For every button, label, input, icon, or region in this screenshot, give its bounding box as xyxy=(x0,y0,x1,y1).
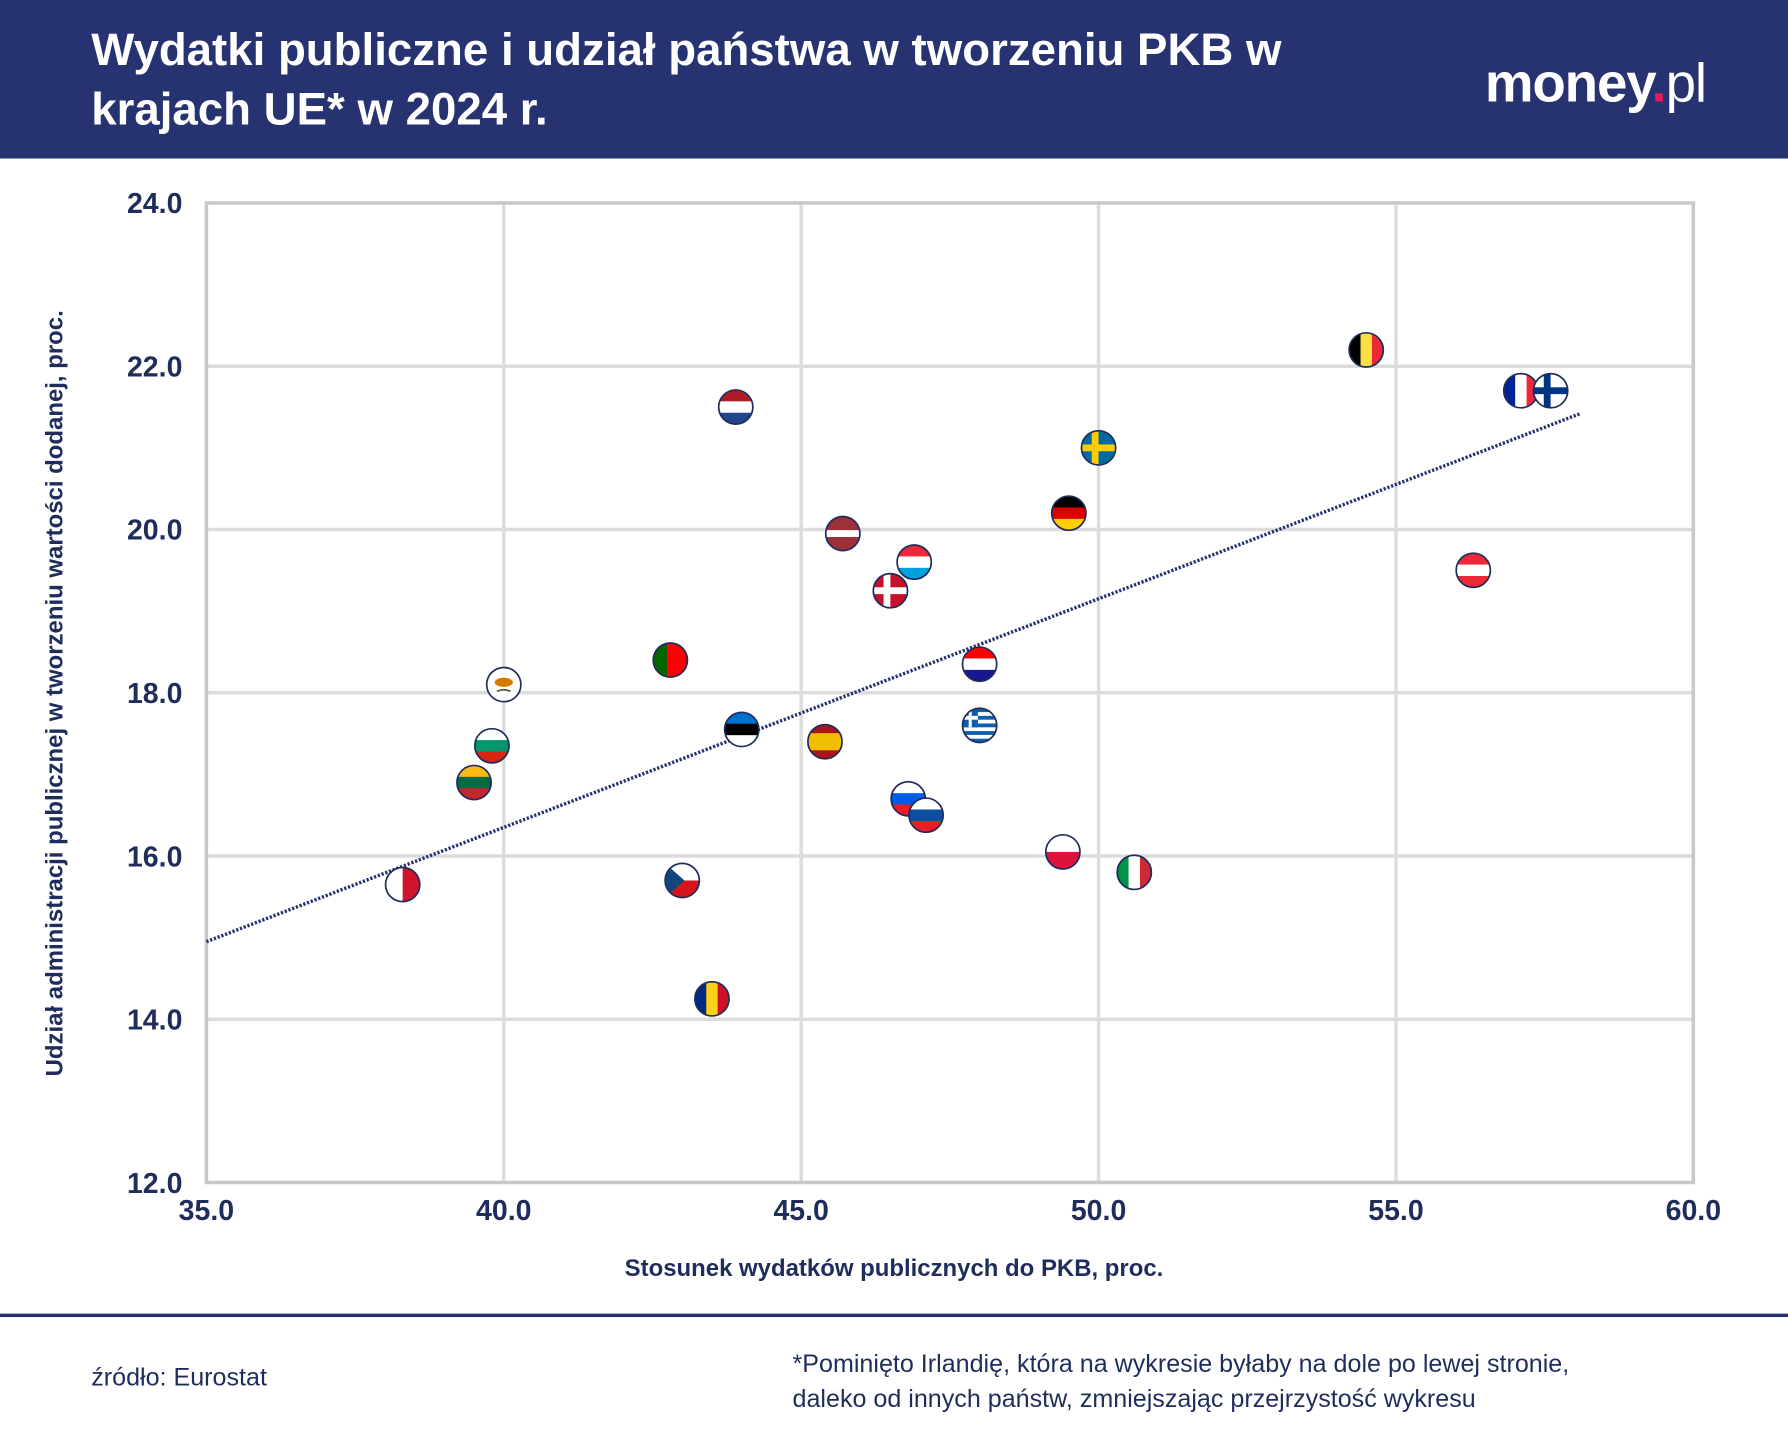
footer-divider xyxy=(0,1313,1788,1318)
flag-border xyxy=(1455,552,1492,589)
y-tick-label: 14.0 xyxy=(127,1005,182,1037)
flag-czechia-icon xyxy=(665,863,700,898)
logo-dot: . xyxy=(1651,53,1667,115)
footnote: *Pominięto Irlandię, która na wykresie b… xyxy=(793,1346,1774,1417)
flag-border xyxy=(1532,372,1569,409)
x-tick-label: 60.0 xyxy=(1666,1195,1721,1227)
flag-finland-icon xyxy=(1533,373,1568,408)
flag-border xyxy=(384,866,421,903)
trendline xyxy=(205,411,1581,944)
x-tick-label: 35.0 xyxy=(179,1195,234,1227)
flag-border xyxy=(694,980,730,1017)
flag-belgium-icon xyxy=(1349,332,1384,368)
flag-border xyxy=(473,727,510,764)
grid xyxy=(204,201,1696,1185)
flag-slovenia-icon xyxy=(891,781,926,816)
flag-cyprus-icon xyxy=(486,667,521,702)
flag-border xyxy=(1348,331,1385,368)
flag-border xyxy=(456,764,493,801)
y-tick-label: 24.0 xyxy=(127,188,182,220)
flag-croatia-icon xyxy=(962,647,997,682)
tick-labels: 35.0 40.0 45.0 50.0 55.0 60.0 12.0 14.0 16.0 18.0… xyxy=(127,188,1721,1227)
flag-border xyxy=(1044,833,1081,870)
flag-lithuania-icon xyxy=(456,765,492,800)
x-tick-label: 50.0 xyxy=(1071,1195,1126,1227)
flag-austria-icon xyxy=(1456,553,1491,588)
flag-border xyxy=(896,544,933,581)
flag-border xyxy=(652,642,689,679)
chart-title: Wydatki publiczne i udział państwa w two… xyxy=(91,25,1282,135)
trendline-path xyxy=(205,411,1581,944)
footnote-line-2: daleko od innych państw, zmniejszając pr… xyxy=(792,1384,1476,1413)
flag-border xyxy=(961,646,998,683)
flag-border xyxy=(1116,854,1153,891)
logo-text: money xyxy=(1484,53,1653,115)
flag-border xyxy=(717,389,754,426)
points xyxy=(384,331,1569,1017)
x-tick-label: 40.0 xyxy=(476,1195,531,1227)
y-tick-label: 18.0 xyxy=(127,678,182,710)
money-pl-logo: money.pl xyxy=(1484,52,1707,115)
footnote-line-1: *Pominięto Irlandię, która na wykresie b… xyxy=(792,1348,1570,1378)
y-axis-label: Udział administracji publicznej w tworze… xyxy=(42,310,69,1076)
flag-latvia-icon xyxy=(825,516,860,551)
flag-bulgaria-icon xyxy=(474,728,509,763)
flag-denmark-icon xyxy=(873,573,908,608)
flag-border xyxy=(908,797,945,834)
flag-sweden-icon xyxy=(1081,430,1116,465)
scatter-chart: 35.0 40.0 45.0 50.0 55.0 60.0 12.0 14.0 16.0 18.0… xyxy=(42,188,1721,1282)
flag-border xyxy=(485,666,522,703)
flag-border xyxy=(1080,429,1117,466)
source-text: źródło: Eurostat xyxy=(91,1362,267,1392)
flag-border xyxy=(872,572,909,609)
flag-spain-icon xyxy=(807,724,843,759)
flag-italy-icon xyxy=(1117,855,1152,890)
flag-france-icon xyxy=(1503,373,1538,408)
plot-frame xyxy=(204,201,1696,1185)
flag-estonia-icon xyxy=(724,712,759,747)
y-tick-label: 12.0 xyxy=(127,1168,182,1200)
flag-border xyxy=(723,711,760,748)
flag-portugal-icon xyxy=(653,642,688,678)
flag-romania-icon xyxy=(694,981,730,1016)
flag-border xyxy=(961,707,998,744)
flag-netherlands-icon xyxy=(718,389,753,425)
flag-poland-icon xyxy=(1045,834,1080,870)
flag-border xyxy=(807,723,843,760)
x-tick-label: 55.0 xyxy=(1368,1195,1423,1227)
y-tick-label: 20.0 xyxy=(127,515,182,547)
flag-border xyxy=(1050,495,1087,532)
flag-luxembourg-icon xyxy=(897,545,932,580)
x-tick-label: 45.0 xyxy=(773,1195,828,1227)
y-tick-label: 22.0 xyxy=(127,351,182,383)
flag-germany-icon xyxy=(1051,496,1086,531)
flag-greece-icon xyxy=(962,708,997,743)
flag-border xyxy=(824,515,861,552)
x-axis-label: Stosunek wydatków publicznych do PKB, pr… xyxy=(625,1255,1164,1282)
flag-malta-icon xyxy=(385,867,420,902)
flag-border xyxy=(664,862,701,899)
header-banner: Wydatki publiczne i udział państwa w two… xyxy=(0,0,1788,159)
logo-suffix: pl xyxy=(1665,53,1707,115)
y-tick-label: 16.0 xyxy=(127,841,182,873)
flag-slovakia-icon xyxy=(908,798,944,833)
